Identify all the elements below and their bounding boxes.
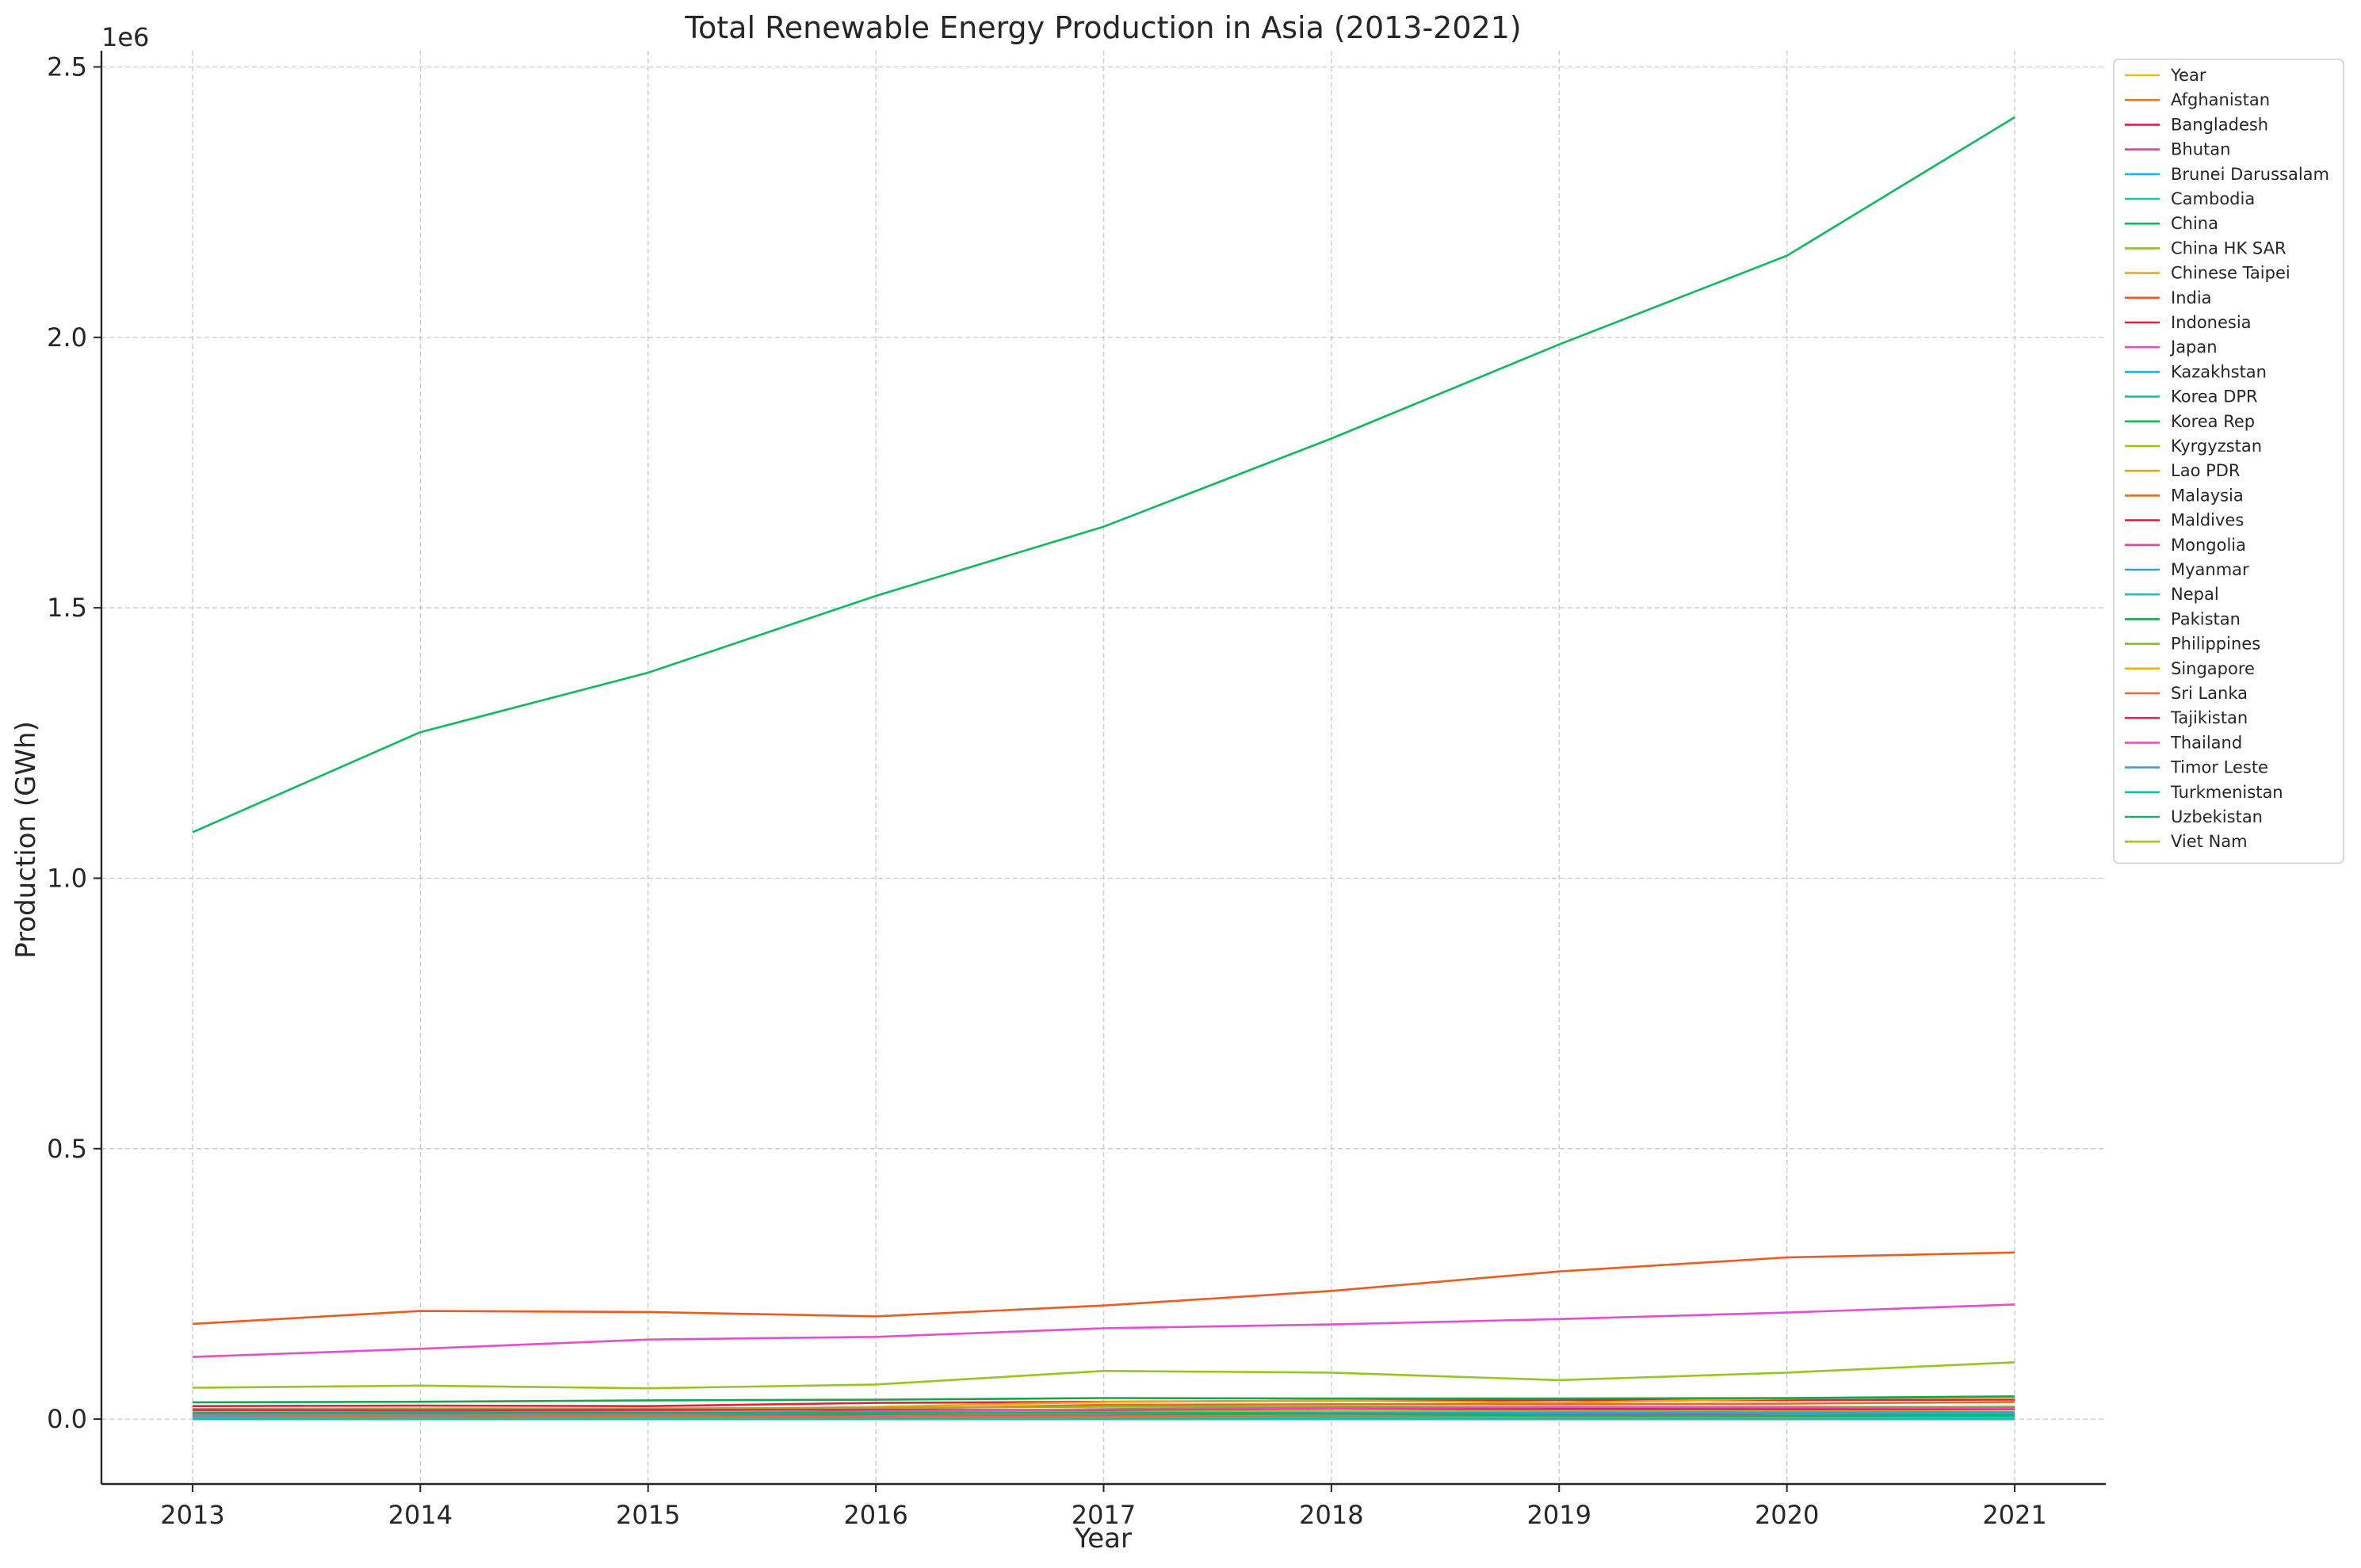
legend-entry-label: Indonesia xyxy=(2171,313,2252,332)
series-line-viet-nam xyxy=(192,1361,2015,1390)
legend-entry-label: Brunei Darussalam xyxy=(2171,165,2329,184)
y-tick-label: 0.0 xyxy=(47,1404,87,1434)
series-line-malaysia xyxy=(192,1401,2015,1414)
legend-entry-label: India xyxy=(2171,288,2212,307)
legend-entry-label: Chinese Taipei xyxy=(2171,264,2290,283)
x-tick-label: 2016 xyxy=(843,1500,907,1530)
legend-entry-label: Korea DPR xyxy=(2171,387,2258,406)
x-tick-label: 2017 xyxy=(1072,1500,1136,1530)
legend-entry-label: Korea Rep xyxy=(2171,412,2255,431)
legend-entry-label: Pakistan xyxy=(2171,609,2241,628)
x-tick-label: 2018 xyxy=(1299,1500,1363,1530)
legend-entry-label: Myanmar xyxy=(2171,560,2249,579)
legend-entry-label: Kazakhstan xyxy=(2171,362,2267,381)
legend-entry-label: Turkmenistan xyxy=(2170,783,2283,802)
chart-title: Total Renewable Energy Production in Asi… xyxy=(684,10,1521,45)
legend-entry-label: Philippines xyxy=(2171,635,2260,654)
series-line-japan xyxy=(192,1303,2015,1358)
legend-box xyxy=(2113,59,2344,864)
legend-entry-label: Bhutan xyxy=(2171,140,2230,159)
x-tick-label: 2013 xyxy=(160,1500,224,1530)
legend-entry-label: China HK SAR xyxy=(2171,238,2287,258)
x-tick-label: 2021 xyxy=(1982,1500,2046,1530)
legend-entry-label: China xyxy=(2171,214,2218,233)
y-tick-label: 2.0 xyxy=(47,322,87,353)
x-axis-label: Year xyxy=(1074,1523,1132,1555)
legend-entry-label: Timor Leste xyxy=(2170,758,2268,777)
legend-entry-label: Year xyxy=(2170,66,2206,85)
series-lines xyxy=(192,116,2015,1421)
legend-entry-label: Uzbekistan xyxy=(2171,807,2263,826)
legend-entry-label: Japan xyxy=(2169,338,2218,357)
y-axis-offset-text: 1e6 xyxy=(101,22,149,52)
series-line-india xyxy=(192,1251,2015,1326)
legend-entry-label: Maldives xyxy=(2171,511,2244,530)
legend-entry-label: Mongolia xyxy=(2171,536,2246,555)
y-tick-label: 1.5 xyxy=(47,593,87,623)
x-tick-label: 2019 xyxy=(1527,1500,1591,1530)
legend-entry-label: Bangladesh xyxy=(2171,115,2268,134)
x-tick-label: 2015 xyxy=(616,1500,680,1530)
series-line-pakistan xyxy=(192,1395,2015,1404)
y-tick-label: 2.5 xyxy=(47,52,87,82)
legend: Year Afghanistan Bangladesh Bhutan Brunei Da… xyxy=(2113,59,2344,864)
y-tick-label: 0.5 xyxy=(47,1134,87,1164)
legend-entry-label: Cambodia xyxy=(2171,189,2255,208)
ticks: 2013 2014 2015 2016 2017 2018 2019 2020 2021 0.0 0… xyxy=(47,52,2047,1530)
legend-entry-label: Thailand xyxy=(2170,733,2242,752)
legend-entry-label: Viet Nam xyxy=(2171,832,2248,851)
legend-entry-label: Kyrgyzstan xyxy=(2171,437,2262,456)
legend-entry-label: Tajikistan xyxy=(2170,708,2248,727)
x-tick-label: 2020 xyxy=(1755,1500,1819,1530)
legend-entry-label: Malaysia xyxy=(2171,486,2244,505)
legend-entry-label: Afghanistan xyxy=(2171,90,2270,109)
y-tick-label: 1.0 xyxy=(47,863,87,893)
legend-entry-label: Sri Lanka xyxy=(2171,684,2248,703)
series-line-uzbekistan xyxy=(192,1411,2015,1417)
y-axis-label: Production (GWh) xyxy=(10,721,42,959)
legend-entry-label: Nepal xyxy=(2171,585,2219,604)
legend-entry-label: Lao PDR xyxy=(2171,461,2241,480)
legend-entry-label: Singapore xyxy=(2171,659,2255,678)
x-tick-label: 2014 xyxy=(388,1500,453,1530)
series-line-china xyxy=(192,116,2015,834)
